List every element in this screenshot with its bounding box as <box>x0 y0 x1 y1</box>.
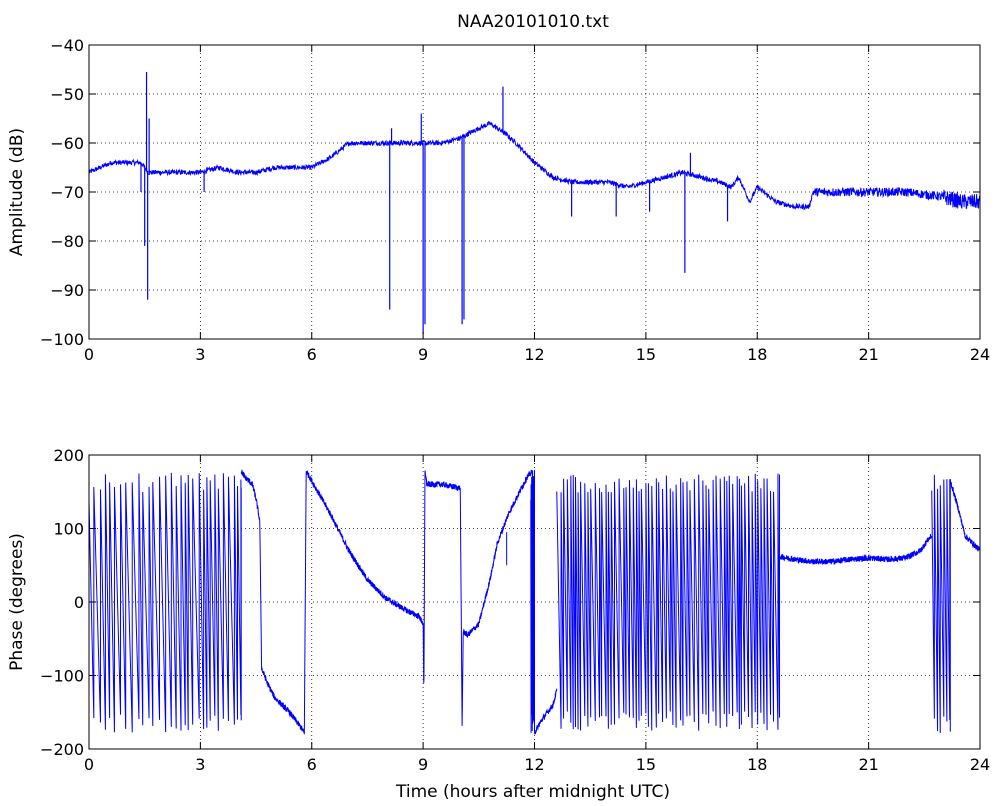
amplitude-ytick-label: −60 <box>50 134 84 153</box>
phase-axes: 0 3 6 9 12 15 18 21 24 −200 −100 0 100 200 Phase (deg… <box>7 446 990 802</box>
phase-ticks: 0 3 6 9 12 15 18 21 24 −200 −100 0 100 200 <box>40 446 990 774</box>
phase-xtick-label: 0 <box>84 755 94 774</box>
phase-ytick-label: 200 <box>53 446 84 465</box>
phase-ytick-label: −100 <box>40 667 84 686</box>
amplitude-xtick-label: 9 <box>418 345 428 364</box>
amplitude-xtick-label: 6 <box>307 345 317 364</box>
phase-path-segment <box>949 478 981 552</box>
phase-xtick-label: 12 <box>524 755 544 774</box>
phase-ylabel: Phase (degrees) <box>7 533 27 671</box>
phase-wrap-segment <box>556 473 781 731</box>
amplitude-ytick-label: −100 <box>40 330 84 349</box>
phase-xtick-label: 6 <box>307 755 317 774</box>
amplitude-xtick-label: 0 <box>84 345 94 364</box>
phase-xtick-label: 21 <box>858 755 878 774</box>
amplitude-xtick-label: 3 <box>195 345 205 364</box>
phase-ytick-label: 0 <box>74 593 84 612</box>
phase-wrap-segment <box>530 469 535 734</box>
phase-path-segment <box>240 469 305 734</box>
phase-xtick-label: 3 <box>195 755 205 774</box>
phase-xtick-label: 18 <box>747 755 767 774</box>
amplitude-xtick-label: 15 <box>636 345 656 364</box>
amplitude-xtick-label: 24 <box>970 345 990 364</box>
amplitude-ytick-label: −80 <box>50 232 84 251</box>
phase-xlabel: Time (hours after midnight UTC) <box>395 782 670 802</box>
phase-path-segment <box>779 534 933 566</box>
amplitude-ytick-label: −50 <box>50 85 84 104</box>
amplitude-grid <box>89 45 980 339</box>
phase-path-segment <box>422 469 534 726</box>
phase-xtick-label: 24 <box>970 755 990 774</box>
amplitude-series <box>88 71 981 335</box>
phase-series <box>88 469 981 735</box>
phase-wrap-segment <box>931 474 951 734</box>
phase-wrap-segment <box>88 472 242 733</box>
amplitude-ytick-label: −90 <box>50 281 84 300</box>
amplitude-xtick-label: 18 <box>747 345 767 364</box>
phase-path-segment <box>534 688 558 735</box>
amplitude-ylabel: Amplitude (dB) <box>7 128 27 256</box>
phase-ytick-label: 100 <box>53 520 84 539</box>
amplitude-line <box>88 121 981 211</box>
amplitude-ytick-label: −40 <box>50 36 84 55</box>
phase-xtick-label: 9 <box>418 755 428 774</box>
phase-path-segment <box>303 470 424 735</box>
amplitude-ticks: 0 3 6 9 12 15 18 21 24 −100 −90 −80 −70 −60 −50 −40 <box>40 36 990 364</box>
amplitude-axes: NAA20101010.txt 0 3 6 9 12 15 18 21 24 −100 −90 −80… <box>7 12 990 364</box>
phase-ytick-label: −200 <box>40 740 84 759</box>
chart-title: NAA20101010.txt <box>457 12 609 32</box>
amplitude-ytick-label: −70 <box>50 183 84 202</box>
phase-xtick-label: 15 <box>636 755 656 774</box>
amplitude-xtick-label: 12 <box>524 345 544 364</box>
amplitude-xtick-label: 21 <box>858 345 878 364</box>
